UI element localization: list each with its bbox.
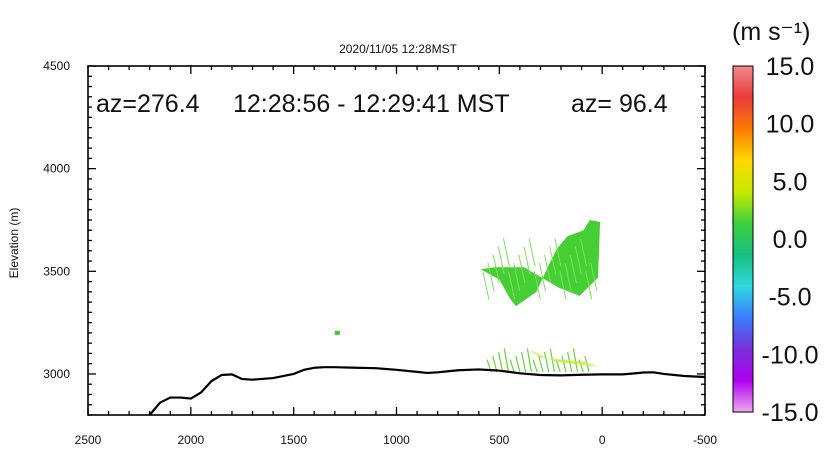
chart-title: 2020/11/05 12:28MST	[339, 42, 458, 56]
colorbar-tick-label: -15.0	[762, 399, 819, 427]
velocity-streak	[585, 271, 593, 300]
y-tick-label: 4000	[43, 162, 70, 176]
velocity-streak	[502, 238, 510, 267]
velocity-streak	[487, 262, 495, 292]
x-tick-label: 500	[489, 433, 509, 447]
velocity-streak	[513, 262, 521, 292]
velocity-speckle	[572, 348, 579, 372]
velocity-speckle	[532, 359, 538, 373]
velocity-streak	[533, 271, 541, 300]
x-tick-label: 1500	[280, 433, 307, 447]
velocity-speckle	[492, 355, 498, 373]
velocity-streak	[528, 238, 536, 267]
velocity-streak	[482, 271, 490, 300]
x-tick-label: 2500	[75, 433, 102, 447]
azimuth-right-label: az= 96.4	[571, 90, 668, 118]
velocity-streak	[508, 271, 516, 300]
velocity-echo-isolated	[334, 330, 340, 335]
y-tick-label: 3000	[43, 367, 70, 381]
velocity-speckle	[561, 355, 567, 373]
velocity-region	[480, 219, 601, 307]
colorbar-tick-label: -5.0	[768, 284, 811, 312]
terrain-layer	[148, 366, 706, 416]
ticks-layer	[87, 65, 706, 416]
velocity-streak	[569, 254, 577, 283]
velocity-streak	[538, 262, 546, 292]
colorbar-tick-label: 15.0	[766, 53, 815, 81]
x-tick-label: 1000	[383, 433, 410, 447]
velocity-streak	[580, 238, 588, 267]
velocity-speckle	[515, 355, 521, 373]
velocity-streak	[523, 246, 531, 275]
velocity-streak	[554, 238, 562, 267]
velocity-speckle	[538, 355, 544, 373]
velocity-streak	[544, 254, 552, 283]
y-tick-label: 4500	[43, 59, 70, 73]
velocity-streak	[564, 262, 572, 292]
velocity-speckle	[503, 348, 509, 372]
colorbar	[732, 65, 754, 413]
velocity-speckle	[509, 359, 515, 373]
colorbar-tick-label: -10.0	[762, 341, 819, 369]
velocity-streak	[497, 246, 505, 275]
velocity-speckle	[497, 352, 504, 373]
velocity-speckle	[520, 352, 527, 373]
x-tick-label: 2000	[177, 433, 204, 447]
velocity-near-surface	[528, 349, 599, 367]
plot-frame	[87, 65, 706, 416]
y-axis-label: Elevation (m)	[7, 208, 21, 279]
velocity-streak	[518, 254, 526, 283]
time-range-label: 12:28:56 - 12:29:41 MST	[233, 90, 510, 118]
velocity-streak	[549, 246, 557, 275]
terrain-line	[148, 366, 706, 416]
colorbar-tick-label: 5.0	[773, 168, 808, 196]
azimuth-left-label: az=276.4	[96, 90, 200, 118]
colorbar-unit-label: (m s⁻¹)	[732, 18, 810, 46]
x-tick-label: 0	[599, 433, 606, 447]
colorbar-tick-label: 10.0	[766, 111, 815, 139]
velocity-streak	[574, 246, 582, 275]
y-tick-label: 3500	[43, 264, 70, 278]
velocity-streak	[559, 271, 567, 300]
plot-frame-layer	[87, 65, 706, 416]
x-tick-label: -500	[693, 433, 717, 447]
colorbar-tick-label: 0.0	[773, 226, 808, 254]
velocity-streak	[590, 262, 598, 292]
tick-labels-layer: 2500 2000 1500 1000 500 0 -500 3000 3500 4000 4500	[43, 59, 717, 447]
velocity-speckle	[543, 352, 550, 373]
colorbar-labels: 15.0 10.0 5.0 0.0 -5.0 -10.0 -15.0	[762, 53, 819, 427]
velocity-streak	[492, 254, 500, 283]
velocity-speckle	[526, 348, 533, 372]
velocity-layer	[334, 219, 601, 373]
